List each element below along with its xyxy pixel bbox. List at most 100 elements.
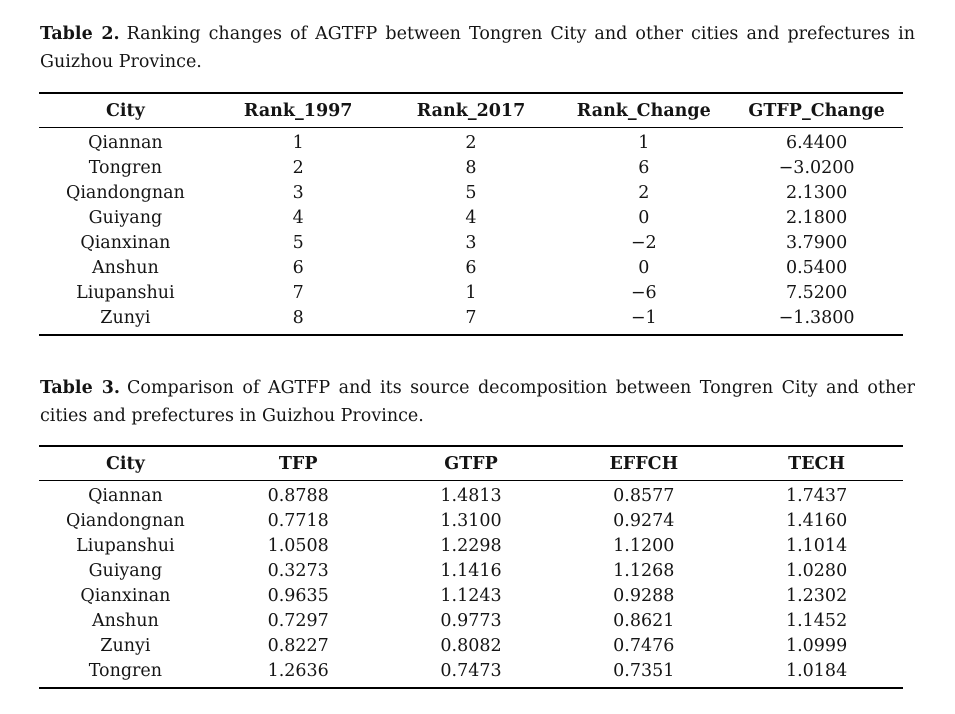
table-row: Anshun 0.7297 0.9773 0.8621 1.1452	[39, 609, 903, 634]
column-header-effch: EFFCH	[557, 446, 731, 481]
city-cell: Tongren	[88, 661, 163, 681]
city-cell: Zunyi	[100, 636, 151, 656]
value-cell: 4	[292, 208, 304, 228]
table-row: Anshun 6 6 0 0.5400	[39, 256, 903, 281]
table-row: Qiannan 1 2 1 6.4400	[39, 128, 903, 157]
value-cell: 5	[292, 233, 304, 253]
value-cell: 8	[465, 158, 477, 178]
value-cell: 0.8577	[613, 486, 675, 506]
value-cell: −1.3800	[778, 308, 855, 328]
city-cell: Qianxinan	[80, 233, 171, 253]
city-cell: Qiannan	[88, 133, 163, 153]
value-cell: 1.1243	[440, 586, 502, 606]
column-header-gtfp: GTFP	[384, 446, 558, 481]
city-cell: Zunyi	[100, 308, 151, 328]
value-cell: 0.8788	[267, 486, 329, 506]
table-row: Qiandongnan 0.7718 1.3100 0.9274 1.4160	[39, 509, 903, 534]
value-cell: 0.5400	[785, 258, 848, 278]
value-cell: 0	[638, 258, 650, 278]
column-header-city: City	[39, 93, 212, 128]
table-row: Guiyang 4 4 0 2.1800	[39, 206, 903, 231]
table-row: Zunyi 0.8227 0.8082 0.7476 1.0999	[39, 634, 903, 659]
value-cell: 0.7476	[613, 636, 675, 656]
column-header-rank_2017: Rank_2017	[384, 93, 558, 128]
table-3-caption-text: Comparison of AGTFP and its source decom…	[40, 378, 915, 426]
value-cell: 1	[465, 283, 477, 303]
column-header-tfp: TFP	[211, 446, 385, 481]
city-cell: Tongren	[88, 158, 163, 178]
table-row: Qiandongnan 3 5 2 2.1300	[39, 181, 903, 206]
table-3-caption: Table 3. Comparison of AGTFP and its sour…	[40, 374, 915, 430]
value-cell: 0.7351	[613, 661, 675, 681]
value-cell: 1.1416	[440, 561, 502, 581]
column-header-rank_change: Rank_Change	[557, 93, 731, 128]
value-cell: 2	[465, 133, 477, 153]
value-cell: 0.9635	[267, 586, 329, 606]
city-cell: Guiyang	[88, 561, 163, 581]
ranking-change-table: City Rank_1997 Rank_2017 Rank_Change GTFP_Ch…	[39, 92, 903, 336]
value-cell: 7	[292, 283, 304, 303]
city-cell: Anshun	[92, 611, 159, 631]
value-cell: 0.7473	[440, 661, 502, 681]
value-cell: 1.1200	[613, 536, 675, 556]
table-2-caption-label: Table 2.	[40, 24, 120, 44]
value-cell: 1.4813	[440, 486, 502, 506]
value-cell: 1.0508	[267, 536, 329, 556]
value-cell: 3	[292, 183, 304, 203]
column-header-rank_1997: Rank_1997	[211, 93, 385, 128]
city-cell: Qiandongnan	[65, 183, 185, 203]
table-row: Guiyang 0.3273 1.1416 1.1268 1.0280	[39, 559, 903, 584]
value-cell: 1.0184	[785, 661, 848, 681]
city-cell: Anshun	[92, 258, 159, 278]
value-cell: 1.2302	[785, 586, 848, 606]
city-cell: Liupanshui	[76, 283, 175, 303]
table-row: Qianxinan 0.9635 1.1243 0.9288 1.2302	[39, 584, 903, 609]
value-cell: 4	[465, 208, 477, 228]
column-header-city: City	[39, 446, 212, 481]
value-cell: 1.0999	[785, 636, 848, 656]
value-cell: 1.4160	[785, 511, 848, 531]
value-cell: 1.1014	[785, 536, 848, 556]
city-cell: Qiandongnan	[65, 511, 185, 531]
value-cell: −3.0200	[778, 158, 855, 178]
value-cell: 0.8082	[440, 636, 502, 656]
city-cell: Qianxinan	[80, 586, 171, 606]
value-cell: 3	[465, 233, 477, 253]
table-2-caption-text: Ranking changes of AGTFP between Tongren…	[40, 24, 915, 72]
table-row: Liupanshui 7 1 −6 7.5200	[39, 281, 903, 306]
value-cell: 6	[292, 258, 304, 278]
value-cell: 0.7297	[267, 611, 329, 631]
value-cell: 0.8621	[613, 611, 675, 631]
table-3-caption-label: Table 3.	[40, 378, 121, 398]
value-cell: 5	[465, 183, 477, 203]
value-cell: 1.1268	[613, 561, 675, 581]
value-cell: 6.4400	[785, 133, 848, 153]
city-cell: Guiyang	[88, 208, 163, 228]
value-cell: 7	[465, 308, 477, 328]
table-row: Qianxinan 5 3 −2 3.7900	[39, 231, 903, 256]
value-cell: 1.0280	[785, 561, 848, 581]
value-cell: −1	[630, 308, 657, 328]
value-cell: 1	[638, 133, 650, 153]
column-header-gtfp_change: GTFP_Change	[730, 93, 903, 128]
value-cell: 3.7900	[785, 233, 848, 253]
table-row: Qiannan 0.8788 1.4813 0.8577 1.7437	[39, 481, 903, 510]
city-cell: Liupanshui	[76, 536, 175, 556]
table-row: Zunyi 8 7 −1 −1.3800	[39, 306, 903, 335]
value-cell: 1.1452	[785, 611, 848, 631]
value-cell: 7.5200	[785, 283, 848, 303]
value-cell: 0.9288	[613, 586, 675, 606]
value-cell: 1.2298	[440, 536, 502, 556]
value-cell: 1.3100	[440, 511, 502, 531]
decomposition-table: City TFP GTFP EFFCH TECH Qiannan 0.8788 1.4813…	[39, 445, 903, 689]
value-cell: 1.2636	[267, 661, 329, 681]
value-cell: 6	[465, 258, 477, 278]
table-header-row: City TFP GTFP EFFCH TECH	[39, 446, 903, 481]
value-cell: 1.7437	[785, 486, 848, 506]
table-header-row: City Rank_1997 Rank_2017 Rank_Change GTFP_Ch…	[39, 93, 903, 128]
value-cell: 2.1800	[785, 208, 848, 228]
value-cell: 0.3273	[267, 561, 329, 581]
value-cell: 2	[638, 183, 650, 203]
value-cell: −2	[630, 233, 657, 253]
